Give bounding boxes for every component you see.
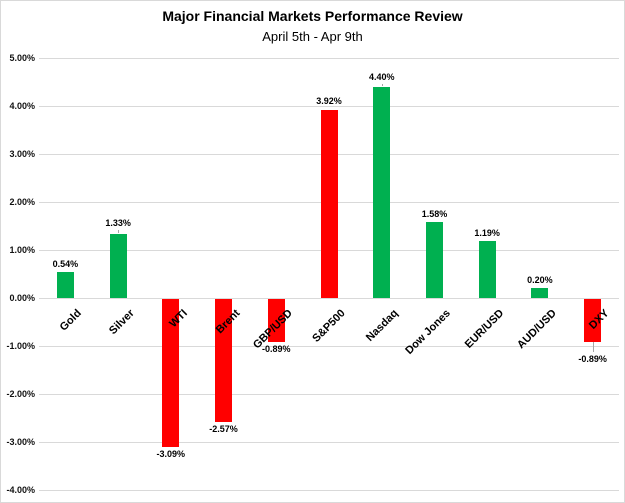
bar-value-label: 0.54%: [52, 259, 79, 270]
bar-value-label: 3.92%: [316, 95, 342, 106]
chart-subtitle: April 5th - Apr 9th: [262, 29, 363, 44]
bar-dxy: [584, 299, 602, 342]
bar-value-label: 4.40%: [368, 71, 395, 82]
gridline: [39, 394, 619, 395]
gridline: [39, 346, 619, 347]
gridline: [39, 58, 619, 59]
y-axis-tick-label: 2.00%: [9, 197, 35, 207]
leader-line: [592, 341, 594, 352]
y-axis-tick-label: 5.00%: [9, 53, 35, 63]
bar-eur-usd: [478, 240, 496, 298]
y-axis-tick-label: 4.00%: [9, 101, 35, 111]
y-axis-tick-label: 3.00%: [9, 149, 35, 159]
bar-s-p500: [320, 109, 338, 298]
bar-gbp-usd: [267, 299, 285, 342]
bar-value-label: 1.19%: [474, 227, 500, 238]
gridline: [39, 106, 619, 107]
y-axis-tick-label: -3.00%: [6, 437, 35, 447]
y-axis-tick-label: 0.00%: [9, 293, 35, 303]
bar-brent: [215, 299, 233, 423]
bar-nasdaq: [373, 86, 391, 298]
bar-value-label: 1.33%: [105, 218, 131, 229]
gridline: [39, 490, 619, 491]
y-axis-tick-label: -2.00%: [6, 389, 35, 399]
y-axis-tick-label: -1.00%: [6, 341, 35, 351]
category-label: Dow Jones: [403, 307, 454, 357]
y-axis-tick-label: -4.00%: [6, 485, 35, 495]
bar-dow-jones: [425, 222, 443, 298]
leader-line: [118, 230, 120, 234]
bar-wti: [162, 299, 180, 448]
gridline: [39, 442, 619, 443]
bar-silver: [109, 234, 127, 298]
category-label: EUR/USD: [462, 307, 506, 351]
category-label: Gold: [57, 307, 85, 334]
bar-value-label: -2.57%: [209, 424, 238, 435]
bar-value-label: -3.09%: [156, 449, 186, 460]
category-label: S&P500: [310, 307, 348, 345]
y-axis-tick-label: 1.00%: [9, 245, 35, 255]
bar-value-label: 1.58%: [421, 209, 448, 220]
gridline: [39, 298, 619, 299]
category-label: Nasdaq: [363, 307, 401, 344]
category-label: AUD/USD: [514, 307, 559, 352]
category-label: Silver: [107, 307, 137, 337]
bar-value-label: -0.89%: [578, 353, 607, 364]
leader-line: [381, 83, 383, 86]
chart-title: Major Financial Markets Performance Revi…: [162, 8, 463, 24]
bar-aud-usd: [531, 288, 549, 298]
bar-value-label: 0.20%: [527, 275, 553, 286]
bar-gold: [56, 272, 74, 298]
bar-value-label: -0.89%: [262, 343, 291, 354]
